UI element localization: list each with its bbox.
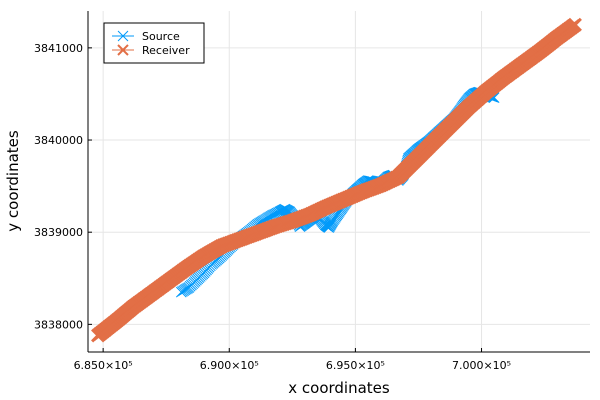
y-axis-label: y coordinates — [4, 130, 22, 232]
x-tick-label: 7.000×10⁵ — [452, 359, 511, 372]
legend-label-source: Source — [142, 30, 180, 43]
x-tick-label: 6.850×10⁵ — [74, 359, 133, 372]
x-axis-label: x coordinates — [288, 379, 390, 397]
x-tick-label: 6.900×10⁵ — [200, 359, 259, 372]
legend-marker-receiver — [112, 44, 134, 56]
y-tick-label: 3839000 — [34, 226, 83, 239]
series-layer — [91, 17, 582, 343]
legend-box — [103, 22, 205, 64]
legend-label-receiver: Receiver — [142, 44, 190, 57]
legend-x-icon — [117, 44, 129, 56]
legend-marker-source — [112, 30, 134, 42]
series-receiver — [91, 17, 582, 343]
ticks-layer: 6.850×10⁵ 6.900×10⁵ 6.950×10⁵ 7.000×10⁵ 3838… — [34, 42, 511, 372]
receiver-point — [567, 17, 582, 32]
legend-x-icon — [117, 30, 129, 42]
grid-layer — [88, 11, 590, 352]
legend-entry-source: Source — [112, 30, 180, 43]
y-tick-label: 3840000 — [34, 134, 83, 147]
legend-entry-receiver: Receiver — [112, 44, 190, 57]
x-tick-label: 6.950×10⁵ — [326, 359, 385, 372]
legend: Source Receiver — [103, 22, 205, 64]
axes-layer — [87, 11, 590, 353]
y-tick-label: 3841000 — [34, 42, 83, 55]
y-tick-label: 3838000 — [34, 318, 83, 331]
